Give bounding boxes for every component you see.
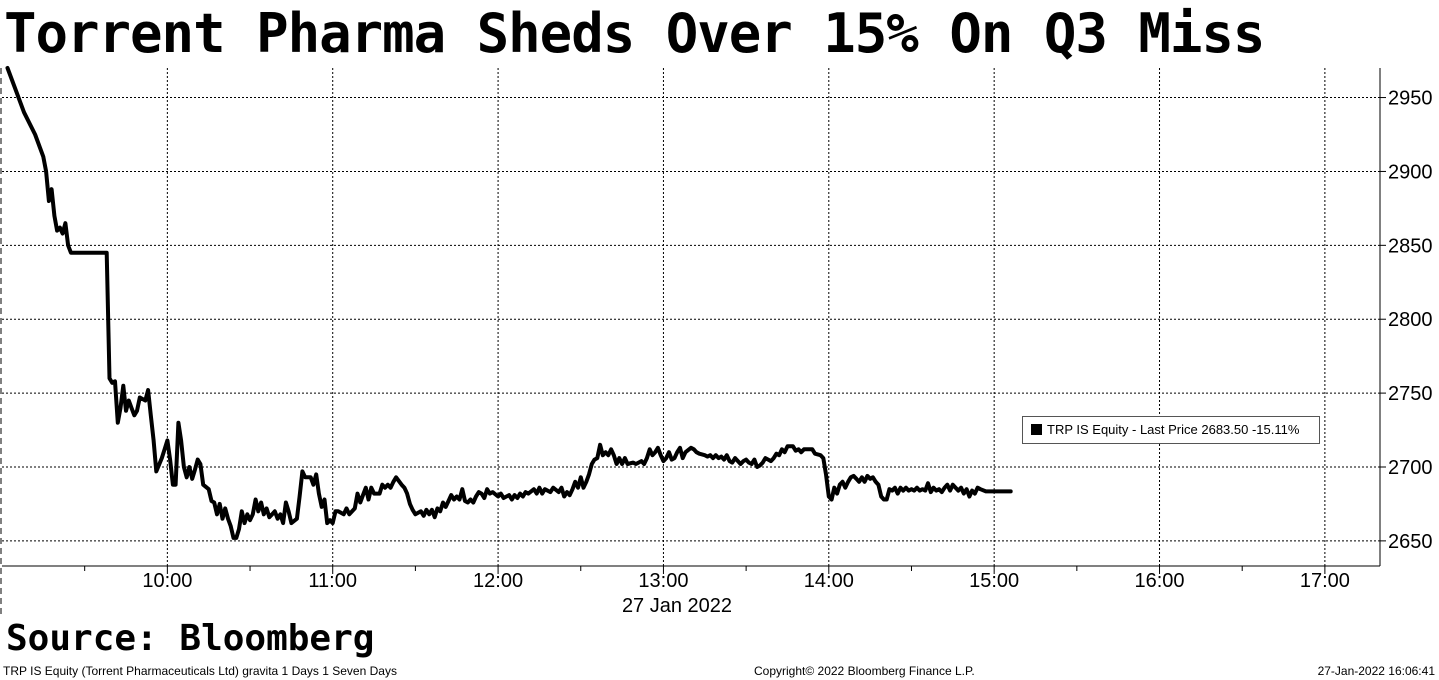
series-layer xyxy=(5,66,1013,540)
x-tick-label: 11:00 xyxy=(308,570,357,592)
y-tick-label: 2850 xyxy=(1388,235,1433,257)
y-tick-label: 2700 xyxy=(1388,457,1433,479)
footer-copyright: Copyright© 2022 Bloomberg Finance L.P. xyxy=(754,664,975,678)
x-tick-label: 16:00 xyxy=(1134,570,1184,592)
y-tick-label: 2750 xyxy=(1388,383,1433,405)
legend-label: TRP IS Equity - Last Price 2683.50 -15.1… xyxy=(1047,422,1300,437)
price-series-line xyxy=(5,66,1013,540)
x-tick-label: 15:00 xyxy=(969,570,1019,592)
x-tick-label: 10:00 xyxy=(142,570,192,592)
grid-lines xyxy=(2,68,1380,566)
axes: 2650 2700 2750 2800 2850 2900 2950 10:00 11:00 12… xyxy=(0,68,1433,616)
x-tick-label: 12:00 xyxy=(473,570,523,592)
y-tick-label: 2800 xyxy=(1388,309,1433,331)
y-tick-label: 2900 xyxy=(1388,161,1433,183)
x-axis-label: 27 Jan 2022 xyxy=(622,595,732,617)
source-label: Source: Bloomberg xyxy=(6,618,375,659)
y-tick-label: 2950 xyxy=(1388,88,1433,110)
x-tick-label: 13:00 xyxy=(638,570,688,592)
y-tick-label: 2650 xyxy=(1388,531,1433,553)
footer-timestamp: 27-Jan-2022 16:06:41 xyxy=(1317,664,1435,678)
price-chart: 2650 2700 2750 2800 2850 2900 2950 10:00 11:00 12… xyxy=(0,66,1433,617)
footer-security-info: TRP IS Equity (Torrent Pharmaceuticals L… xyxy=(3,664,397,678)
legend: TRP IS Equity - Last Price 2683.50 -15.1… xyxy=(1022,416,1320,444)
x-tick-label: 17:00 xyxy=(1300,570,1350,592)
chart-title: Torrent Pharma Sheds Over 15% On Q3 Miss xyxy=(4,2,1265,65)
x-tick-label: 14:00 xyxy=(804,570,854,592)
legend-swatch-icon xyxy=(1031,424,1042,435)
